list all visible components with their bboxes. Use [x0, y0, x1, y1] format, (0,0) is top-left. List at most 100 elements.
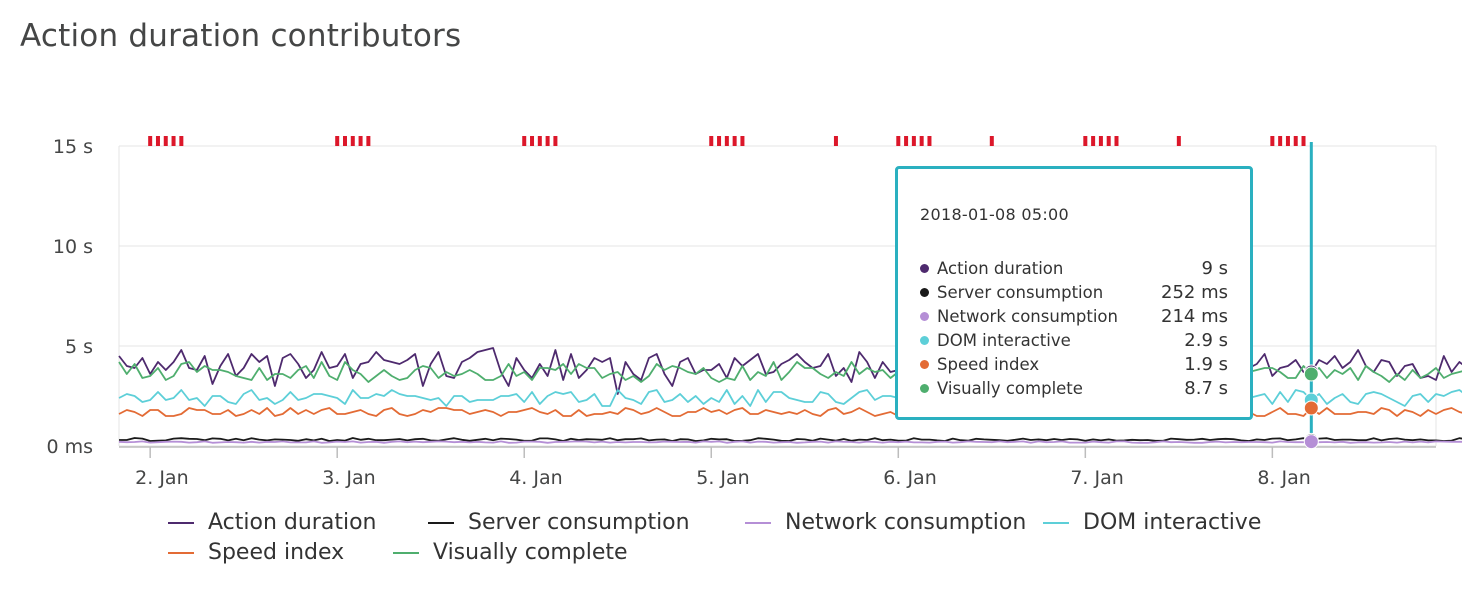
y-tick-label: 5 s: [65, 336, 93, 358]
event-marker[interactable]: [1293, 136, 1298, 146]
event-marker[interactable]: [927, 136, 932, 146]
legend-item[interactable]: Action duration: [168, 510, 376, 535]
event-marker[interactable]: [732, 136, 737, 146]
event-marker[interactable]: [530, 136, 535, 146]
series-line[interactable]: [118, 368, 1462, 417]
tooltip-swatch: [920, 335, 929, 345]
tooltip-row: Network consumption 214 ms: [920, 304, 1228, 328]
event-marker[interactable]: [366, 136, 371, 146]
tooltip-row: Server consumption 252 ms: [920, 280, 1228, 304]
legend-label: Visually complete: [433, 540, 628, 565]
legend-swatch: [168, 551, 194, 554]
event-marker[interactable]: [358, 136, 363, 146]
event-marker[interactable]: [537, 136, 542, 146]
crosshair: [1303, 142, 1319, 450]
tooltip-row: Visually complete 8.7 s: [920, 376, 1228, 400]
tooltip-value: 1.9 s: [1184, 353, 1228, 375]
y-tick-label: 10 s: [53, 236, 93, 258]
tooltip-value: 8.7 s: [1184, 377, 1228, 399]
event-marker[interactable]: [724, 136, 729, 146]
series-line[interactable]: [118, 440, 1462, 444]
event-marker[interactable]: [522, 136, 527, 146]
legend-label: DOM interactive: [1083, 510, 1262, 535]
legend-swatch: [393, 551, 419, 554]
event-marker[interactable]: [904, 136, 909, 146]
crosshair-point: [1303, 400, 1319, 416]
event-marker[interactable]: [179, 136, 184, 146]
tooltip-row: Speed index 1.9 s: [920, 352, 1228, 376]
event-marker[interactable]: [1098, 136, 1103, 146]
event-marker[interactable]: [1114, 136, 1119, 146]
y-tick-label: 0 ms: [46, 436, 93, 458]
page-title: Action duration contributors: [20, 18, 462, 54]
legend-label: Action duration: [208, 510, 377, 535]
chart-tooltip: 2018-01-08 05:00 Action duration 9 s Serve…: [895, 166, 1253, 420]
crosshair-point: [1303, 366, 1319, 382]
chart-series[interactable]: [118, 266, 1462, 444]
legend-swatch: [428, 521, 454, 524]
x-tick-label: 2. Jan: [135, 467, 188, 489]
event-marker[interactable]: [1176, 136, 1181, 146]
event-marker[interactable]: [989, 136, 994, 146]
series-line[interactable]: [118, 272, 1462, 383]
tooltip-series-name: Action duration: [937, 258, 1064, 278]
event-marker[interactable]: [335, 136, 340, 146]
event-marker[interactable]: [1083, 136, 1088, 146]
tooltip-row: Action duration 9 s: [920, 256, 1228, 280]
series-line[interactable]: [119, 437, 1462, 442]
event-marker[interactable]: [919, 136, 924, 146]
x-tick-label: 3. Jan: [322, 467, 375, 489]
legend-item[interactable]: Visually complete: [393, 540, 628, 565]
legend-swatch: [745, 521, 771, 524]
event-marker[interactable]: [155, 136, 160, 146]
event-marker[interactable]: [1285, 136, 1290, 146]
event-marker[interactable]: [163, 136, 168, 146]
event-marker[interactable]: [717, 136, 722, 146]
tooltip-value: 214 ms: [1161, 305, 1228, 327]
tooltip-value: 2.9 s: [1184, 329, 1228, 351]
tooltip-swatch: [920, 311, 929, 321]
event-marker[interactable]: [740, 136, 745, 146]
tooltip-series-name: Network consumption: [937, 306, 1118, 326]
tooltip-rows: Action duration 9 s Server consumption 252 …: [920, 256, 1228, 400]
event-marker[interactable]: [709, 136, 714, 146]
event-marker[interactable]: [148, 136, 153, 146]
event-marker[interactable]: [545, 136, 550, 146]
event-marker[interactable]: [1301, 136, 1306, 146]
x-tick-label: 5. Jan: [696, 467, 749, 489]
x-tick-label: 7. Jan: [1070, 467, 1123, 489]
legend-item[interactable]: DOM interactive: [1043, 510, 1261, 535]
tooltip-value: 252 ms: [1161, 281, 1228, 303]
x-tick-label: 4. Jan: [509, 467, 562, 489]
tooltip-swatch: [920, 287, 929, 297]
legend-item[interactable]: Speed index: [168, 540, 344, 565]
event-marker[interactable]: [833, 136, 838, 146]
tooltip-series-name: Server consumption: [937, 282, 1104, 302]
tooltip-series-name: DOM interactive: [937, 330, 1071, 350]
legend-label: Server consumption: [468, 510, 690, 535]
event-markers[interactable]: [148, 136, 1306, 146]
event-marker[interactable]: [1106, 136, 1111, 146]
series-line[interactable]: [118, 266, 1462, 395]
event-marker[interactable]: [911, 136, 916, 146]
event-marker[interactable]: [1091, 136, 1096, 146]
series-line[interactable]: [118, 370, 1462, 407]
event-marker[interactable]: [171, 136, 176, 146]
legend-swatch: [1043, 521, 1069, 524]
event-marker[interactable]: [1270, 136, 1275, 146]
legend-item[interactable]: Server consumption: [428, 510, 690, 535]
tooltip-date: 2018-01-08 05:00: [920, 205, 1069, 224]
event-marker[interactable]: [1278, 136, 1283, 146]
y-tick-label: 15 s: [53, 136, 93, 158]
y-axis: 15 s 10 s 5 s 0 ms: [46, 136, 93, 458]
x-axis: 2. Jan 3. Jan 4. Jan 5. Jan 6. Jan 7. Jan 8. J…: [119, 446, 1436, 489]
event-marker[interactable]: [553, 136, 558, 146]
x-tick-label: 8. Jan: [1257, 467, 1310, 489]
event-marker[interactable]: [342, 136, 347, 146]
event-marker[interactable]: [896, 136, 901, 146]
event-marker[interactable]: [350, 136, 355, 146]
legend-item[interactable]: Network consumption: [745, 510, 1026, 535]
tooltip-swatch: [920, 263, 929, 273]
crosshair-point: [1303, 434, 1319, 450]
